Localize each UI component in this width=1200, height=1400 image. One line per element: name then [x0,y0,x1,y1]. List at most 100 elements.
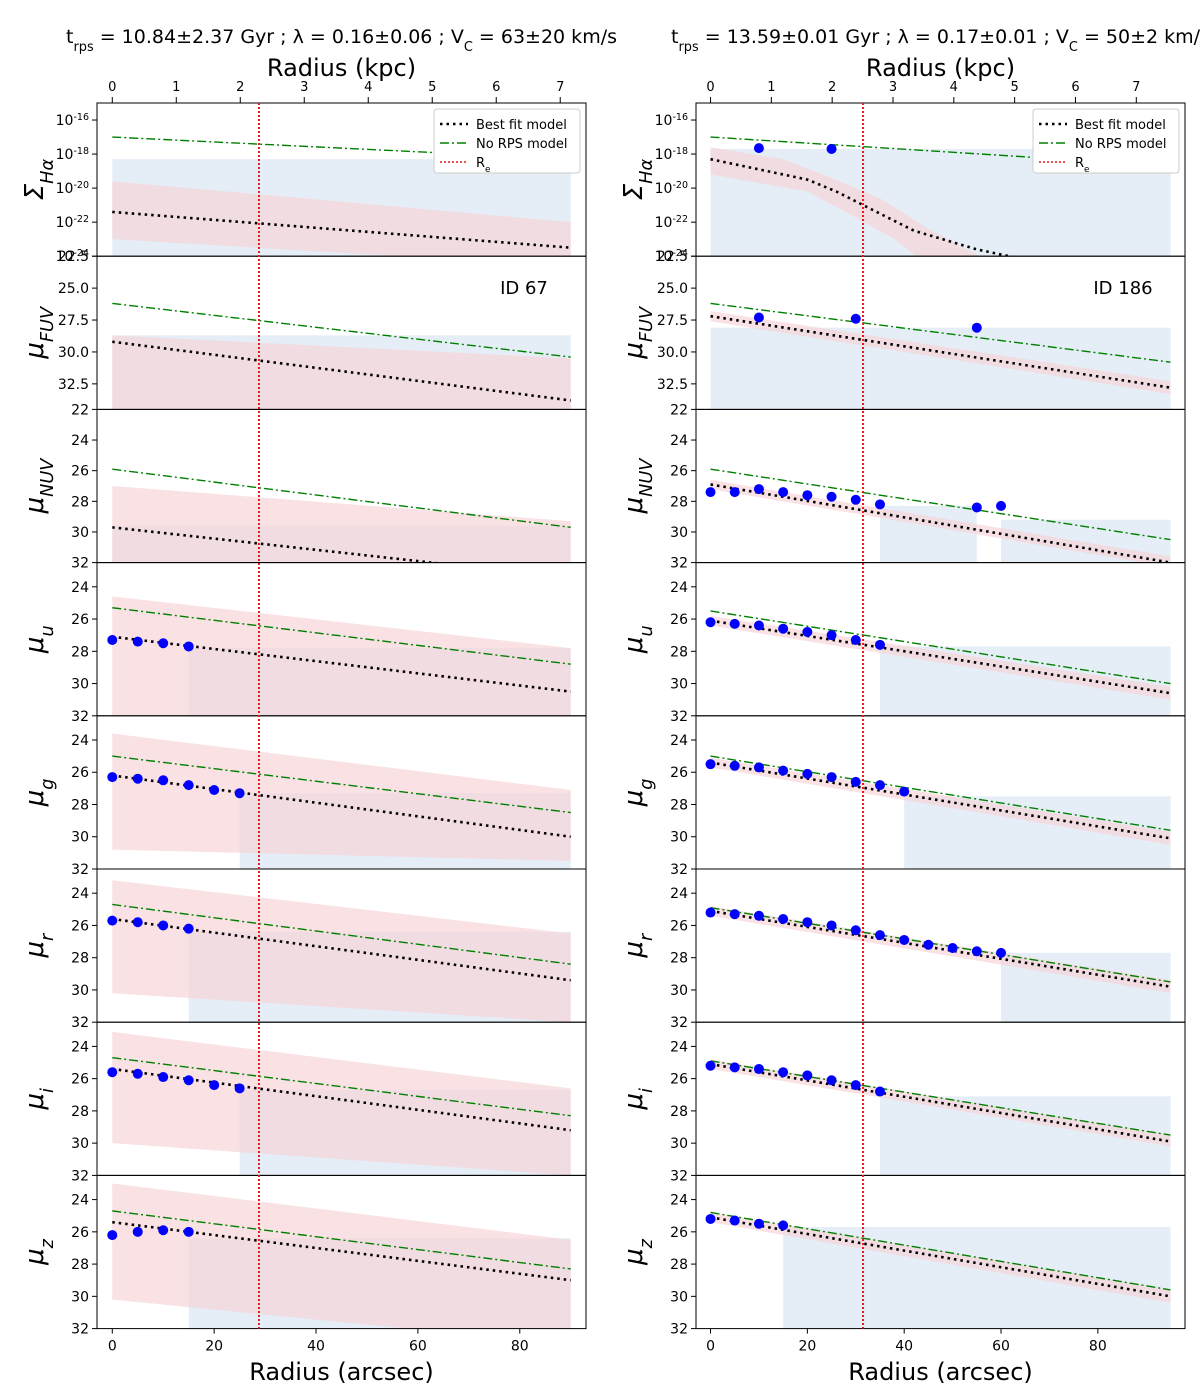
y-tick-label: 10-22 [56,214,89,232]
y-tick-label: 25.0 [657,281,688,297]
y-tick-label: 26 [670,918,688,934]
y-tick-label: 30 [71,983,89,999]
model-uncertainty-band [112,1183,571,1329]
legend-box [1032,108,1180,174]
top-tick-label: 3 [300,80,308,95]
data-point [705,1213,716,1224]
model-uncertainty-band [112,335,571,410]
best-fit-model-line [112,774,571,839]
panel-mu_nuv [705,468,1171,563]
panel-mu_i [705,1059,1171,1176]
legend-no-rps-label: No RPS model [1075,137,1167,152]
data-point [132,1226,143,1237]
x-tick-label: 0 [706,1339,715,1355]
y-tick-label: 30 [670,1136,688,1152]
y-tick-label: 26 [670,464,688,480]
data-point [850,494,861,505]
panel-mu_fuv [112,302,571,410]
left-column-plot: trps = 10.84±2.37 Gyr ; λ = 0.16±0.06 ; … [20,26,617,1386]
model-uncertainty-band [112,486,571,563]
data-point [705,617,716,628]
data-point [778,623,789,634]
y-tick-label: 28 [71,1104,89,1120]
data-point [802,768,813,779]
upper-limit-band [710,327,1171,410]
data-point [947,943,958,954]
y-tick-label: 26 [670,765,688,781]
top-tick-label: 5 [428,80,436,95]
y-axis-label-mu_i: μi [20,1088,58,1111]
model-uncertainty-band [710,1059,1171,1147]
y-axis-label-mu_fuv: μFUV [619,305,657,360]
legend-best-fit-label: Best fit model [476,118,567,133]
y-axis-label-sigma_ha: ΣHα [619,159,657,201]
model-uncertainty-band [710,479,1171,563]
data-point [826,920,837,931]
panel-mu_r [107,880,571,1023]
y-tick-label: 10-18 [655,146,688,164]
best-fit-model-line [112,1220,571,1282]
data-point [996,947,1007,958]
panel-frame [695,1174,1186,1330]
y-tick-label: 32 [670,1015,688,1031]
top-tick-label: 5 [1011,80,1019,95]
data-point [826,143,837,154]
data-point [826,1075,837,1086]
data-point [874,499,885,510]
best-fit-model-line [112,210,571,249]
y-tick-label: 30 [71,1289,89,1305]
data-point [753,484,764,495]
y-tick-label: 28 [71,797,89,813]
y-tick-label: 24 [71,1193,89,1209]
top-tick-label: 4 [364,80,372,95]
no-rps-model-line [112,755,571,814]
data-point [234,788,245,799]
legend-best-fit-label: Best fit model [1075,118,1166,133]
y-tick-label: 28 [670,494,688,510]
y-tick-label: 26 [670,1225,688,1241]
data-point [158,638,169,649]
model-uncertainty-band [710,757,1171,845]
data-point [826,491,837,502]
data-point [729,487,740,498]
data-point [729,1215,740,1226]
top-tick-label: 2 [828,80,836,95]
y-tick-label: 10-20 [655,180,688,198]
y-tick-label: 10-24 [56,248,89,266]
y-tick-label: 32 [71,862,89,878]
data-point [971,946,982,957]
data-point [753,910,764,921]
data-point [729,618,740,629]
data-point [158,1225,169,1236]
y-tick-label: 24 [670,433,688,449]
y-tick-label: 28 [670,1104,688,1120]
top-tick-label: 7 [556,80,564,95]
top-tick-label: 3 [889,80,897,95]
model-uncertainty-band [710,311,1171,395]
top-tick-label: 2 [236,80,244,95]
x-tick-label: 80 [1089,1339,1107,1355]
y-tick-label: 10-16 [56,112,89,129]
no-rps-model-line [710,302,1171,363]
y-axis-label-mu_z: μz [619,1238,657,1266]
best-fit-model-line [112,917,571,982]
x-tick-label: 0 [108,1339,117,1355]
x-tick-label: 20 [205,1339,223,1355]
y-tick-label: 24 [71,433,89,449]
top-tick-label: 1 [767,80,775,95]
y-tick-label: 30.0 [58,345,89,361]
y-tick-label: 27.5 [657,313,688,329]
model-uncertainty-band [112,880,571,1023]
data-point [705,487,716,498]
y-tick-label: 28 [670,644,688,660]
y-tick-label: 28 [71,494,89,510]
right-column-plot: trps = 13.59±0.01 Gyr ; λ = 0.17±0.01 ; … [619,26,1200,1386]
y-tick-label: 24 [670,580,688,596]
y-axis-label-mu_z: μz [20,1238,58,1266]
y-tick-label: 30 [670,525,688,541]
y-axis-label-mu_g: μg [20,779,58,808]
data-point [132,773,143,784]
y-tick-label: 28 [71,644,89,660]
data-point [874,780,885,791]
x-tick-label: 60 [992,1339,1010,1355]
